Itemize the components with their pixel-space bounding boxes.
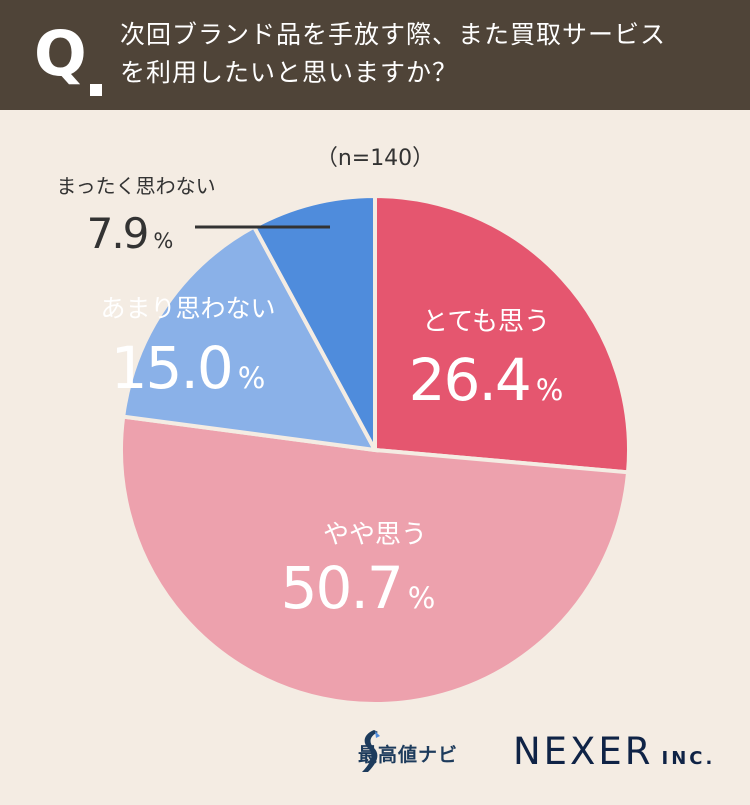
saikouchi-navi-text: 最高値ナビ <box>358 743 459 766</box>
slice-value-yaya: 50.7% <box>281 554 436 622</box>
saikouchi-navi-logo: 最高値ナビ <box>358 728 458 778</box>
saikouchi-navi-mark-icon <box>362 730 380 772</box>
slice-value-amari: 15.0% <box>111 334 266 402</box>
slice-mattaku <box>251 193 377 451</box>
slice-label-mattaku: まったく思わない <box>56 174 215 198</box>
q-mark: Q <box>34 17 87 90</box>
pie-labels: とても思う 26.4 % やや思う 50.7 % あまり思わない 15.0 % まったく思わない 7… <box>56 174 563 622</box>
slice-label-yaya: やや思う <box>323 520 427 550</box>
nexer-logo-main: NEXER <box>513 730 654 773</box>
question-header: Q 次回ブランド品を手放す際、また買取サービス を利用したいと思いますか？ <box>0 0 750 110</box>
slice-label-amari: あまり思わない <box>100 294 275 323</box>
slice-value-totemo: 26.4% <box>409 346 564 414</box>
question-line-2: を利用したいと思いますか？ <box>120 58 459 87</box>
slice-amari <box>120 223 379 453</box>
q-dot <box>90 84 102 96</box>
question-text: 次回ブランド品を手放す際、また買取サービス を利用したいと思いますか？ <box>120 16 730 92</box>
nexer-logo: NEXER INC. <box>513 730 715 774</box>
slice-value-mattaku: 7.9% <box>87 209 174 258</box>
sample-size-note: （n=140） <box>316 146 434 171</box>
slice-label-totemo: とても思う <box>422 307 550 337</box>
nexer-logo-sub: INC. <box>661 748 716 769</box>
question-line-1: 次回ブランド品を手放す際、また買取サービス <box>120 20 667 49</box>
pie-slices <box>119 193 631 706</box>
slice-totemo <box>373 193 631 475</box>
slice-yaya <box>119 414 631 706</box>
